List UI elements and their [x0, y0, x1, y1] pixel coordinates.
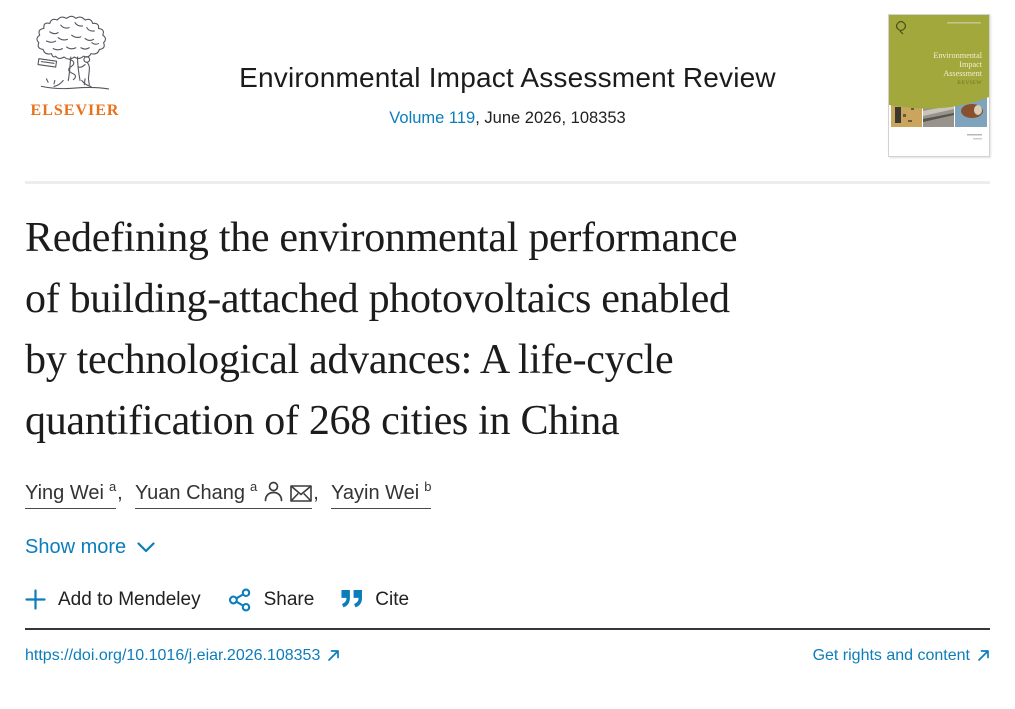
- add-to-mendeley-button[interactable]: Add to Mendeley: [25, 589, 201, 611]
- share-button[interactable]: Share: [228, 588, 315, 612]
- corresponding-author-icon[interactable]: [264, 481, 283, 502]
- cover-title-line1: Environmental: [933, 51, 982, 60]
- doi-text: https://doi.org/10.1016/j.eiar.2026.1083…: [25, 646, 321, 664]
- elsevier-tree-icon: [36, 15, 110, 90]
- article-title-line: by technological advances: A life-cycle: [25, 337, 674, 383]
- cite-button[interactable]: Cite: [341, 589, 409, 611]
- elsevier-wordmark: ELSEVIER: [30, 102, 120, 119]
- cover-title-line3: Assessment: [943, 69, 982, 78]
- chevron-down-icon: [137, 542, 155, 552]
- journal-header: ELSEVIER Environmental Impact Assessment…: [25, 0, 990, 181]
- cover-title-line4: REVIEW: [957, 80, 982, 86]
- content-divider: [25, 627, 990, 630]
- volume-issue-line: Volume 119, June 2026, 108353: [138, 109, 878, 128]
- action-bar: Add to Mendeley Share Cite: [25, 588, 990, 612]
- journal-cover-image: Environmental Impact Assessment REVIEW: [889, 15, 989, 156]
- journal-title-link[interactable]: Environmental Impact Assessment Review: [239, 62, 776, 93]
- show-more-label: Show more: [25, 535, 127, 558]
- cover-title-line2: Impact: [959, 60, 982, 69]
- author-yayin-wei[interactable]: Yayin Wei b: [331, 479, 432, 509]
- external-link-icon: [978, 650, 989, 662]
- page: ELSEVIER Environmental Impact Assessment…: [25, 0, 990, 665]
- author-affiliation-sup: a: [250, 479, 258, 494]
- cite-label: Cite: [375, 588, 410, 610]
- get-rights-text: Get rights and content: [812, 646, 970, 664]
- author-ying-wei[interactable]: Ying Wei a: [25, 479, 117, 509]
- cite-quote-icon: [341, 589, 363, 608]
- article-title: Redefining the environmental performance…: [25, 208, 990, 452]
- author-separator: ,: [313, 481, 319, 504]
- volume-link[interactable]: Volume 119: [389, 109, 476, 127]
- plus-icon: [25, 589, 46, 610]
- add-to-mendeley-label: Add to Mendeley: [58, 588, 201, 610]
- email-envelope-icon[interactable]: [290, 484, 313, 502]
- journal-cover-thumbnail[interactable]: Environmental Impact Assessment REVIEW: [888, 14, 990, 157]
- author-affiliation-sup: a: [108, 479, 117, 494]
- share-label: Share: [263, 588, 315, 610]
- show-more-button[interactable]: Show more: [25, 536, 155, 559]
- author-yuan-chang[interactable]: Yuan Chang a: [134, 479, 313, 509]
- author-list: Ying Wei a, Yuan Chang a, Yayin Wei b: [25, 479, 990, 509]
- article-title-line: of building-attached photovoltaics enabl…: [25, 276, 730, 322]
- footer-links: https://doi.org/10.1016/j.eiar.2026.1083…: [25, 647, 990, 665]
- author-separator: ,: [117, 481, 123, 504]
- get-rights-link[interactable]: Get rights and content: [813, 647, 990, 665]
- header-divider: [25, 181, 990, 184]
- doi-link[interactable]: https://doi.org/10.1016/j.eiar.2026.1083…: [25, 647, 340, 665]
- elsevier-logo[interactable]: ELSEVIER: [27, 13, 123, 120]
- external-link-icon: [328, 650, 340, 662]
- share-icon: [228, 588, 250, 612]
- article-title-line: quantification of 268 cities in China: [25, 398, 620, 444]
- article-title-line: Redefining the environmental performance: [25, 215, 738, 261]
- author-affiliation-sup: b: [424, 479, 432, 494]
- journal-title-block: Environmental Impact Assessment Review V…: [138, 62, 878, 128]
- issue-info: , June 2026, 108353: [475, 109, 626, 127]
- show-more-row: Show more: [25, 505, 990, 559]
